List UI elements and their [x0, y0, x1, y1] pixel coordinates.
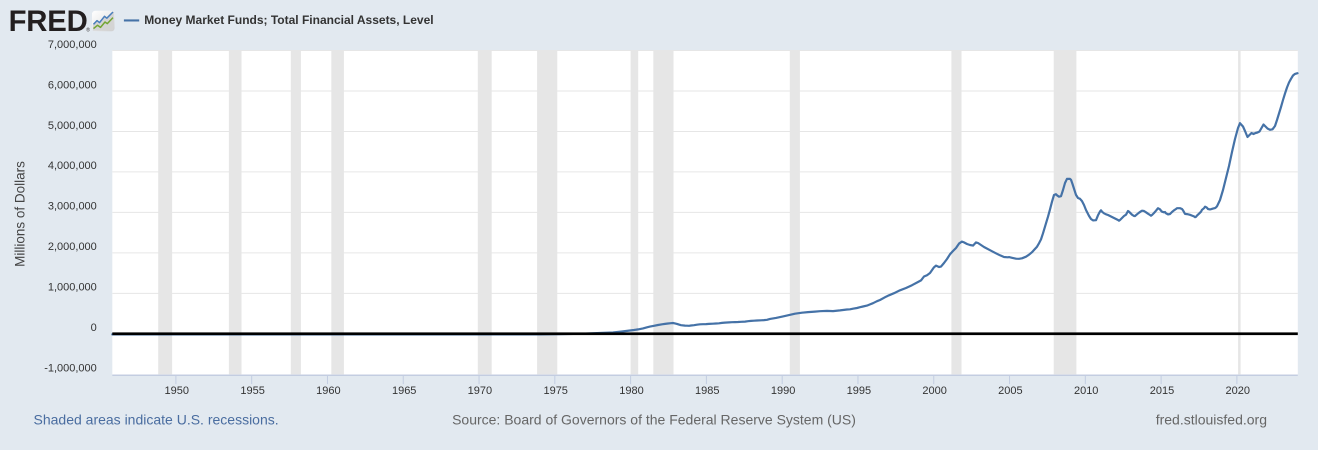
svg-text:FRED: FRED	[9, 5, 88, 38]
svg-text:2015: 2015	[1150, 385, 1174, 397]
svg-text:1975: 1975	[543, 385, 567, 397]
svg-text:1990: 1990	[771, 385, 795, 397]
svg-text:2010: 2010	[1074, 385, 1098, 397]
svg-text:Money Market Funds; Total Fina: Money Market Funds; Total Financial Asse…	[144, 13, 433, 27]
svg-text:4,000,000: 4,000,000	[48, 160, 97, 172]
svg-text:1965: 1965	[392, 385, 416, 397]
svg-text:fred.stlouisfed.org: fred.stlouisfed.org	[1156, 412, 1267, 428]
svg-text:2005: 2005	[998, 385, 1022, 397]
svg-text:7,000,000: 7,000,000	[48, 39, 97, 51]
svg-text:®: ®	[86, 26, 90, 33]
svg-text:Millions of Dollars: Millions of Dollars	[13, 161, 28, 267]
svg-text:1980: 1980	[619, 385, 643, 397]
svg-text:1960: 1960	[316, 385, 340, 397]
svg-text:1970: 1970	[468, 385, 492, 397]
svg-text:2000: 2000	[922, 385, 946, 397]
svg-text:6,000,000: 6,000,000	[48, 79, 97, 91]
svg-text:2,000,000: 2,000,000	[48, 241, 97, 253]
svg-text:1955: 1955	[240, 385, 264, 397]
svg-text:2020: 2020	[1226, 385, 1250, 397]
svg-text:1995: 1995	[847, 385, 871, 397]
svg-text:1985: 1985	[695, 385, 719, 397]
svg-text:3,000,000: 3,000,000	[48, 201, 97, 213]
svg-text:0: 0	[91, 322, 97, 334]
svg-text:5,000,000: 5,000,000	[48, 120, 97, 132]
svg-text:1,000,000: 1,000,000	[48, 282, 97, 294]
svg-text:Source: Board of Governors of: Source: Board of Governors of the Federa…	[452, 412, 856, 428]
svg-text:Shaded areas indicate U.S. rec: Shaded areas indicate U.S. recessions.	[34, 412, 279, 428]
svg-text:1950: 1950	[165, 385, 189, 397]
svg-text:-1,000,000: -1,000,000	[44, 363, 97, 375]
